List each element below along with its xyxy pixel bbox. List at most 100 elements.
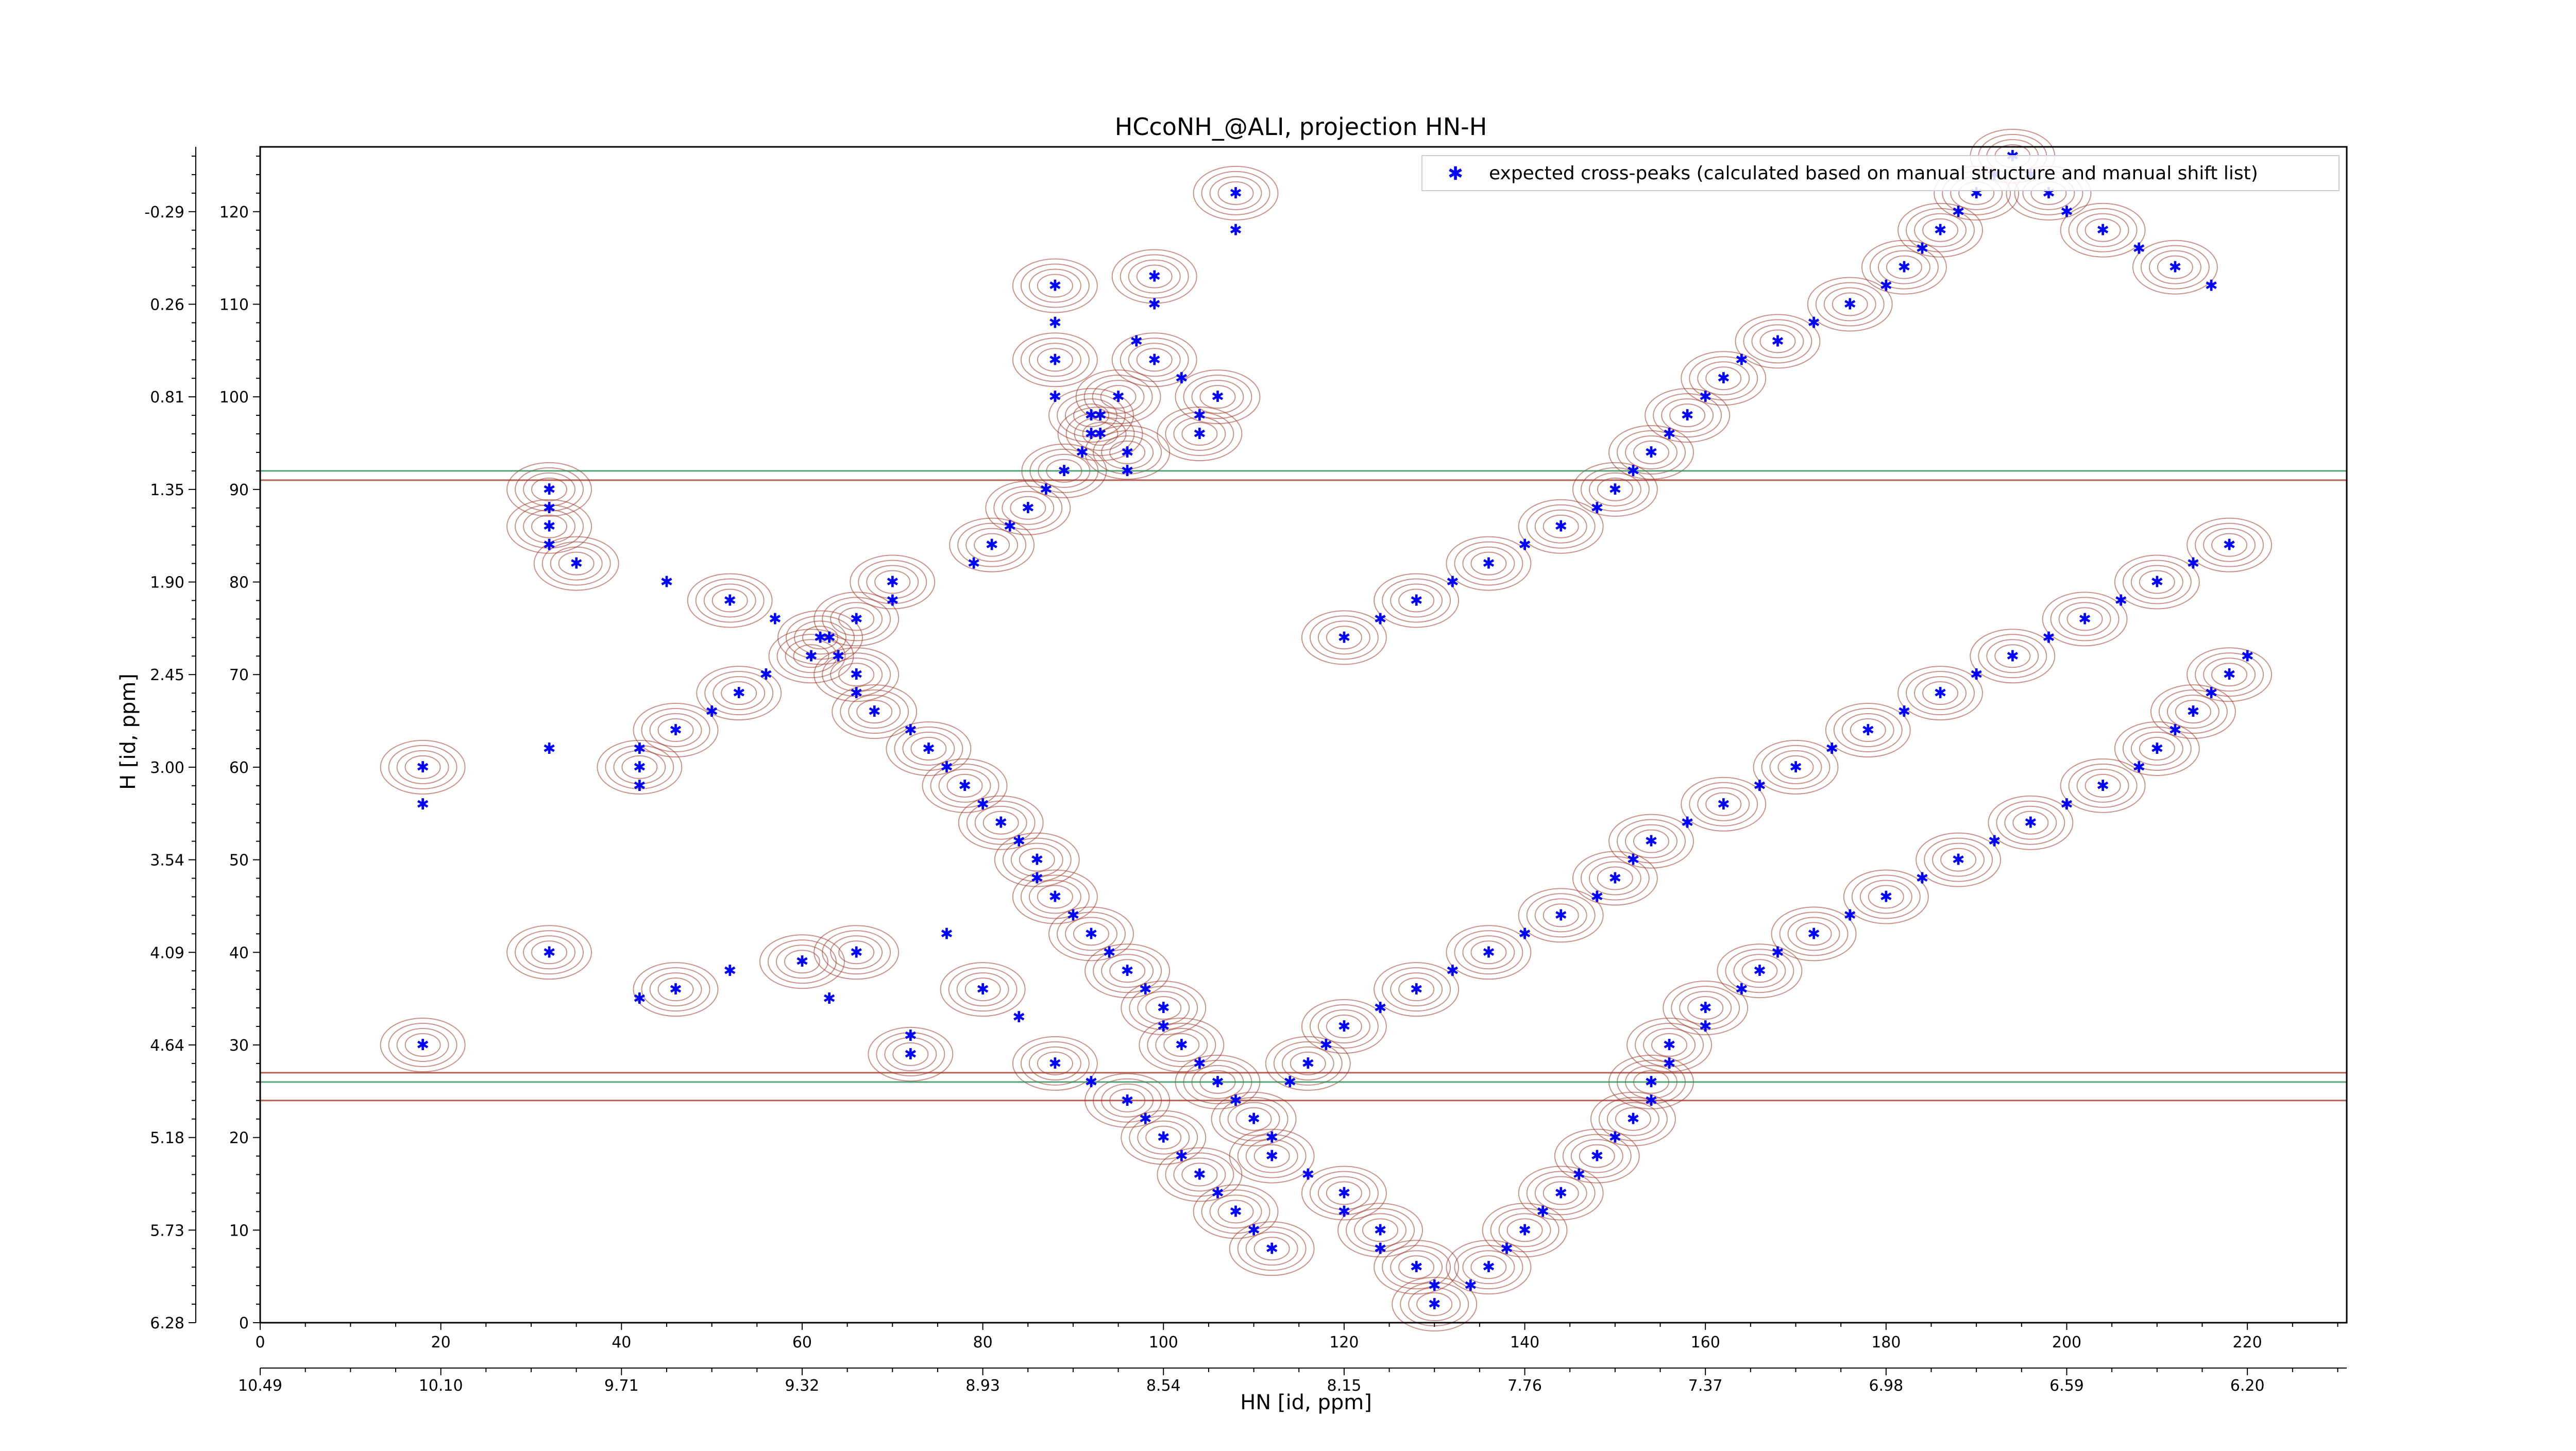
cross-peak-point: ✱ bbox=[543, 536, 555, 554]
x-ppm-tick-label: 8.15 bbox=[1327, 1377, 1361, 1395]
contour-ring bbox=[830, 602, 883, 636]
cross-peak-point: ✱ bbox=[1337, 1184, 1350, 1202]
y-ppm-tick-label: 4.09 bbox=[150, 944, 184, 962]
contour-ring bbox=[633, 962, 719, 1017]
contour-ring bbox=[2157, 255, 2193, 279]
contour-ring bbox=[1037, 1051, 1073, 1075]
cross-peak-point: ✱ bbox=[823, 990, 836, 1008]
contour-ring bbox=[1048, 388, 1134, 443]
cross-peak-point: ✱ bbox=[1428, 1295, 1441, 1313]
contour-ring bbox=[1012, 258, 1098, 313]
cross-peak-point: ✱ bbox=[1843, 295, 1856, 313]
contour-ring bbox=[1679, 991, 1732, 1025]
cross-peak-point: ✱ bbox=[1337, 1203, 1350, 1221]
y-ppm-tick-label: 0.26 bbox=[150, 296, 184, 314]
cross-peak-point: ✱ bbox=[1970, 666, 1983, 684]
cross-peak-point: ✱ bbox=[1175, 369, 1188, 387]
contour-ring bbox=[380, 1017, 466, 1072]
contour-ring bbox=[1807, 277, 1893, 332]
contour-ring bbox=[902, 731, 955, 766]
contour-ring bbox=[1374, 573, 1460, 628]
cross-peak-point: ✱ bbox=[1193, 425, 1206, 443]
contour-ring bbox=[1996, 800, 2065, 845]
contour-ring bbox=[1597, 477, 1633, 501]
contour-ring bbox=[1199, 385, 1236, 409]
contour-ring bbox=[1543, 1181, 1579, 1205]
contour-ring bbox=[1470, 1255, 1507, 1279]
cross-peak-point: ✱ bbox=[1084, 407, 1097, 425]
contour-ring bbox=[832, 684, 918, 739]
contour-ring bbox=[1526, 1171, 1596, 1216]
cross-peak-point: ✱ bbox=[1130, 332, 1143, 350]
contour-ring bbox=[1175, 369, 1261, 425]
cross-peak-point: ✱ bbox=[1374, 999, 1386, 1017]
cross-peak-point: ✱ bbox=[1645, 1092, 1657, 1110]
cross-peak-point: ✱ bbox=[1482, 555, 1495, 573]
contour-ring bbox=[1823, 287, 1876, 322]
contour-ring bbox=[994, 832, 1080, 887]
contour-ring bbox=[1572, 462, 1658, 517]
cross-peak-point: ✱ bbox=[1229, 1203, 1242, 1221]
contour-ring bbox=[2132, 240, 2218, 295]
contour-ring bbox=[1769, 750, 1822, 784]
cross-peak-point: ✱ bbox=[904, 1027, 917, 1045]
contour-ring bbox=[922, 758, 1008, 813]
contour-ring bbox=[1075, 369, 1161, 425]
contour-ring bbox=[1120, 254, 1189, 299]
contour-ring bbox=[1518, 499, 1604, 554]
contour-ring bbox=[1317, 1176, 1370, 1210]
cross-peak-point: ✱ bbox=[1337, 1018, 1350, 1036]
contour-ring bbox=[713, 676, 766, 711]
contour-ring bbox=[2114, 721, 2200, 776]
contour-ring bbox=[1482, 1203, 1568, 1258]
contour-ring bbox=[2150, 684, 2236, 739]
cross-peak-point: ✱ bbox=[1103, 943, 1115, 961]
contour-ring bbox=[830, 935, 883, 970]
contour-ring bbox=[1121, 1110, 1207, 1165]
cross-peak-point: ✱ bbox=[976, 796, 989, 814]
contour-ring bbox=[1526, 893, 1596, 938]
contour-ring bbox=[1588, 472, 1641, 507]
cross-peak-point: ✱ bbox=[1735, 981, 1748, 999]
contour-ring bbox=[1663, 981, 1749, 1036]
cross-peak-point: ✱ bbox=[759, 666, 772, 684]
cross-peak-point: ✱ bbox=[669, 981, 682, 999]
cross-peak-point: ✱ bbox=[1148, 295, 1161, 313]
contour-ring bbox=[876, 1032, 945, 1076]
contour-ring bbox=[704, 671, 774, 716]
cross-peak-point: ✱ bbox=[1084, 425, 1097, 443]
cross-peak-point: ✱ bbox=[1012, 1008, 1025, 1026]
cross-peak-point: ✱ bbox=[1663, 1036, 1675, 1054]
contour-ring bbox=[396, 750, 449, 784]
cross-peak-point: ✱ bbox=[1771, 332, 1784, 350]
cross-peak-point: ✱ bbox=[2060, 203, 2073, 221]
contour-ring bbox=[1326, 1181, 1362, 1205]
contour-ring bbox=[1229, 1221, 1315, 1276]
cross-peak-point: ✱ bbox=[543, 740, 555, 758]
y-tick-label: 50 bbox=[229, 852, 249, 870]
contour-ring bbox=[1446, 536, 1532, 591]
cross-peak-point: ✱ bbox=[850, 684, 863, 702]
contour-ring bbox=[2058, 602, 2111, 636]
contour-ring bbox=[2158, 689, 2228, 734]
y-ppm-axis: 6.28 5.73 5.18 4.64 4.09 3.54 3.00 2.45 1.90 1.35… bbox=[144, 147, 196, 1332]
cross-peak-point: ✱ bbox=[1084, 1073, 1097, 1091]
cross-peak-point: ✱ bbox=[1048, 888, 1061, 906]
contour-ring bbox=[775, 944, 828, 979]
contour-ring bbox=[1534, 898, 1587, 933]
contour-ring bbox=[523, 472, 576, 507]
cross-peak-point: ✱ bbox=[1148, 351, 1161, 369]
contour-ring bbox=[1326, 1015, 1362, 1039]
y-ppm-tick-label: 2.45 bbox=[150, 666, 184, 684]
y-tick-label: 100 bbox=[219, 389, 249, 407]
x-ppm-tick-label: 6.59 bbox=[2049, 1377, 2084, 1395]
cross-peak-point: ✱ bbox=[1825, 740, 1838, 758]
contour-ring bbox=[1253, 1144, 1290, 1168]
y-tick-label: 60 bbox=[229, 759, 249, 777]
cross-peak-point: ✱ bbox=[2187, 555, 2199, 573]
cross-peak-point: ✱ bbox=[769, 610, 782, 628]
contour-ring bbox=[930, 763, 999, 808]
cross-peak-point: ✱ bbox=[633, 990, 646, 1008]
contour-ring bbox=[1010, 496, 1046, 520]
cross-peak-point: ✱ bbox=[1735, 351, 1748, 369]
